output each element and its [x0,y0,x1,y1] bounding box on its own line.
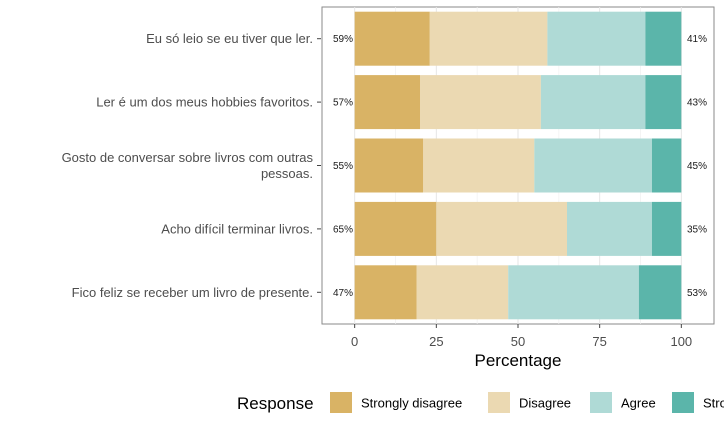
right-percent-label: 35% [687,224,707,235]
category-label: Gosto de conversar sobre livros com outr… [62,150,314,165]
left-percent-label: 57% [333,98,353,109]
bar-segment-agree [534,138,652,193]
bar-segment-agree [547,11,646,66]
bar-segment-disagree [429,11,548,66]
bar-segment-strongly-agree [651,138,682,193]
left-percent-label: 59% [333,34,353,45]
legend-key [672,392,694,413]
bar-segment-strongly-disagree [354,11,430,66]
bar-segment-disagree [436,201,567,256]
right-percent-label: 41% [687,34,707,45]
bar-segment-strongly-agree [651,201,682,256]
bar-segment-agree [540,75,646,130]
x-axis-title: Percentage [475,351,562,370]
bar-segment-strongly-disagree [354,138,424,193]
x-tick-label: 75 [592,334,606,349]
x-tick-label: 25 [429,334,443,349]
bar-segment-strongly-agree [645,75,682,130]
category-label: pessoas. [261,166,313,181]
x-tick-label: 100 [670,334,692,349]
legend-label: Agree [621,396,656,411]
legend-label: Disagree [519,396,571,411]
left-percent-label: 47% [333,288,353,299]
legend-key [330,392,352,413]
legend-label: Strongly disagree [361,396,462,411]
legend-key [488,392,510,413]
category-label: Acho difícil terminar livros. [161,221,313,236]
legend-title: Response [237,394,314,413]
legend-key [590,392,612,413]
left-percent-label: 65% [333,224,353,235]
right-percent-label: 43% [687,98,707,109]
bar-segment-disagree [423,138,535,193]
x-tick-label: 0 [351,334,358,349]
bar-segment-agree [508,265,639,320]
category-label: Fico feliz se receber um livro de presen… [72,285,313,300]
bar-segment-strongly-agree [645,11,682,66]
bar-segment-agree [567,201,652,256]
right-percent-label: 45% [687,161,707,172]
left-percent-label: 55% [333,161,353,172]
bar-segment-strongly-disagree [354,201,437,256]
bar-segment-strongly-disagree [354,75,420,130]
category-label: Eu só leio se eu tiver que ler. [146,31,313,46]
bar-segment-strongly-agree [638,265,682,320]
bar-segment-disagree [420,75,541,130]
right-percent-label: 53% [687,288,707,299]
category-label: Ler é um dos meus hobbies favoritos. [96,95,313,110]
x-tick-label: 50 [511,334,525,349]
bar-segment-strongly-disagree [354,265,417,320]
bar-segment-disagree [416,265,509,320]
legend-label: Strongly agree [703,396,724,411]
